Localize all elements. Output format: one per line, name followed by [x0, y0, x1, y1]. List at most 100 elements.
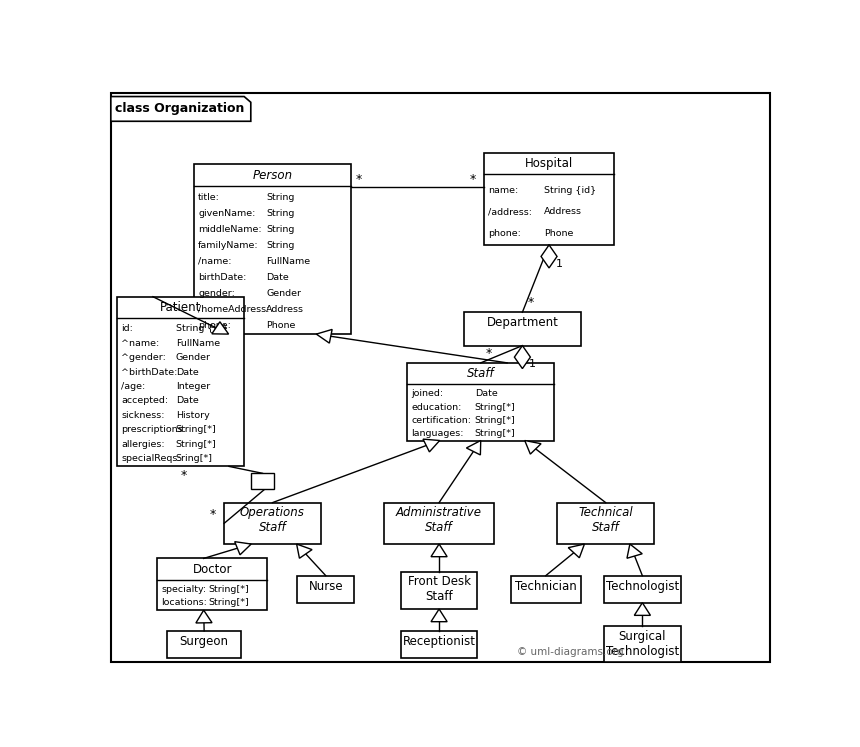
Text: Date: Date [475, 389, 498, 398]
Text: id:: id: [121, 324, 133, 333]
Text: Surgeon: Surgeon [180, 635, 229, 648]
Bar [484, 153, 614, 245]
Text: accepted:: accepted: [121, 397, 169, 406]
Text: *: * [470, 173, 476, 186]
Text: Receptionist: Receptionist [402, 635, 476, 648]
Text: Operations
Staff: Operations Staff [240, 506, 305, 534]
Text: *: * [528, 297, 534, 309]
Text: familyName:: familyName: [198, 241, 259, 250]
Bar [168, 631, 241, 658]
Polygon shape [431, 609, 447, 622]
Bar [157, 559, 267, 610]
Text: 1: 1 [529, 359, 536, 370]
Text: String[*]: String[*] [175, 439, 217, 448]
Text: languages:: languages: [411, 429, 464, 438]
Text: specialty:: specialty: [162, 585, 206, 594]
Text: Person: Person [252, 169, 292, 182]
Polygon shape [514, 346, 531, 368]
Text: specialReqs:: specialReqs: [121, 454, 181, 463]
Text: Patient: Patient [160, 301, 201, 314]
Text: Technologist: Technologist [605, 580, 679, 593]
Text: String[*]: String[*] [475, 429, 516, 438]
Text: FullName: FullName [267, 257, 310, 266]
Text: birthDate:: birthDate: [198, 273, 247, 282]
Polygon shape [525, 441, 541, 454]
Bar [464, 312, 580, 346]
Text: *: * [181, 469, 187, 482]
Text: String[*]: String[*] [175, 425, 217, 434]
Text: String: String [267, 209, 295, 218]
Text: ^name:: ^name: [121, 338, 160, 347]
Text: Staff: Staff [467, 367, 494, 380]
Polygon shape [297, 544, 312, 558]
Text: *: * [486, 347, 492, 360]
Text: Address: Address [267, 305, 304, 314]
Text: Address: Address [544, 207, 582, 216]
Text: Phone: Phone [267, 320, 296, 330]
Text: /name:: /name: [198, 257, 231, 266]
Polygon shape [627, 544, 642, 558]
Text: String[*]: String[*] [475, 403, 516, 412]
Polygon shape [316, 329, 332, 343]
Text: gender:: gender: [198, 289, 235, 298]
Text: Phone: Phone [544, 229, 574, 238]
Text: sickness:: sickness: [121, 411, 165, 420]
Text: *: * [210, 507, 216, 521]
Text: class Organization: class Organization [115, 102, 245, 114]
Text: certification:: certification: [411, 415, 471, 425]
Bar [251, 474, 274, 489]
Text: allergies:: allergies: [121, 439, 165, 448]
Polygon shape [466, 441, 481, 455]
Polygon shape [235, 542, 251, 555]
Bar [604, 576, 681, 603]
Bar [408, 363, 554, 441]
Text: String: String [267, 193, 295, 202]
Text: Front Desk
Staff: Front Desk Staff [408, 575, 470, 604]
Text: givenName:: givenName: [198, 209, 255, 218]
Text: Date: Date [175, 397, 199, 406]
Polygon shape [431, 544, 447, 557]
Text: Date: Date [267, 273, 289, 282]
Text: phone:: phone: [488, 229, 521, 238]
Text: /homeAddress:: /homeAddress: [198, 305, 269, 314]
Bar [557, 503, 654, 544]
Text: Date: Date [175, 368, 199, 376]
Text: title:: title: [198, 193, 220, 202]
Text: name:: name: [488, 186, 519, 195]
Text: Integer: Integer [175, 382, 210, 391]
Bar [118, 297, 244, 466]
Text: Hospital: Hospital [525, 157, 573, 170]
Text: Department: Department [487, 317, 558, 329]
Text: String[*]: String[*] [475, 415, 516, 425]
Polygon shape [541, 245, 557, 268]
Text: Surgical
Technologist: Surgical Technologist [605, 630, 679, 658]
Text: Nurse: Nurse [309, 580, 343, 593]
Bar [384, 503, 494, 544]
Text: Technical
Staff: Technical Staff [579, 506, 633, 534]
Bar [224, 503, 321, 544]
Text: © uml-diagrams.org: © uml-diagrams.org [518, 647, 624, 657]
Text: Doctor: Doctor [193, 562, 232, 575]
Text: education:: education: [411, 403, 462, 412]
Text: locations:: locations: [162, 598, 207, 607]
Text: joined:: joined: [411, 389, 444, 398]
Text: Technician: Technician [515, 580, 576, 593]
Text: /address:: /address: [488, 207, 532, 216]
Text: String[*]: String[*] [208, 585, 249, 594]
Text: prescriptions:: prescriptions: [121, 425, 187, 434]
Text: String {id}: String {id} [175, 324, 228, 333]
Polygon shape [111, 96, 251, 121]
Text: String {id}: String {id} [544, 186, 596, 195]
Polygon shape [196, 610, 212, 623]
Text: String[*]: String[*] [208, 598, 249, 607]
Text: /age:: /age: [121, 382, 145, 391]
Bar [298, 576, 354, 603]
Text: History: History [175, 411, 210, 420]
Text: Sring[*]: Sring[*] [175, 454, 212, 463]
Text: *: * [356, 173, 362, 186]
Text: 1: 1 [556, 258, 562, 269]
Text: FullName: FullName [175, 338, 220, 347]
Text: phone:: phone: [198, 320, 231, 330]
Bar [401, 631, 477, 658]
Text: String: String [267, 225, 295, 234]
